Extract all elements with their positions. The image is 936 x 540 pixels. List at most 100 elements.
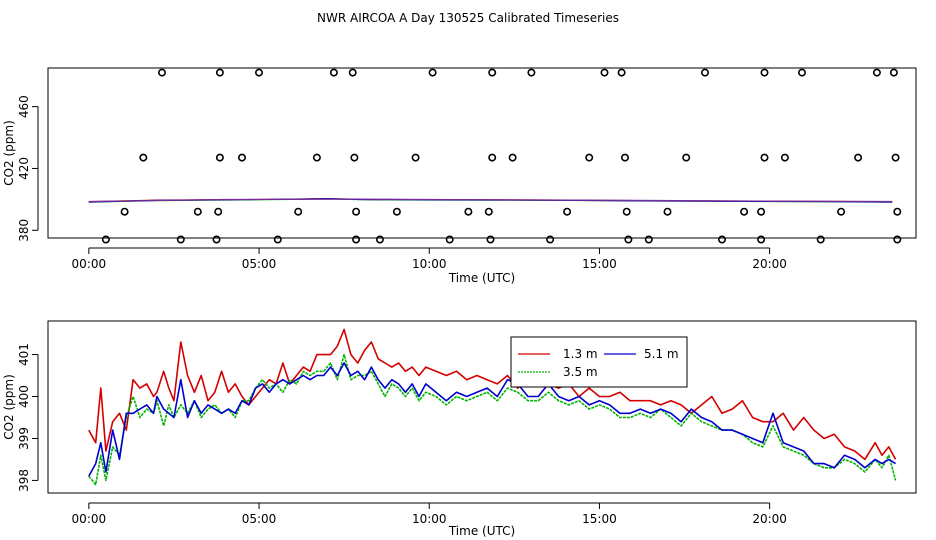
top-outlier-point (600, 68, 609, 77)
top-outlier-point (757, 235, 766, 244)
top-outlier-point (445, 235, 454, 244)
top-outlier-point (585, 153, 594, 162)
top-outlier-point (101, 235, 110, 244)
top-outlier-point (255, 68, 264, 77)
top-outlier-point (893, 235, 902, 244)
bottom-x-tick-label: 15:00 (582, 512, 617, 526)
top-outlier-point (392, 207, 401, 216)
top-outlier-point (158, 68, 167, 77)
bottom-y-tick-label: 399 (17, 427, 31, 450)
bottom-x-axis: 00:00 05:00 10:00 15:00 20:00 (72, 502, 787, 526)
top-outlier-point (893, 207, 902, 216)
bottom-x-tick-label: 10:00 (412, 512, 447, 526)
bottom-y-axis: 398 399 400 401 (17, 343, 39, 492)
top-outlier-point (780, 153, 789, 162)
top-outlier-point (527, 68, 536, 77)
legend-box (510, 336, 688, 388)
top-scatter-panel: 00:00 05:00 10:00 15:00 20:00 380 420 460 Time… (2, 67, 917, 285)
top-outlier-point (464, 207, 473, 216)
top-outlier-point (700, 68, 709, 77)
top-x-tick-label: 00:00 (72, 257, 107, 271)
top-x-tick-label: 05:00 (242, 257, 277, 271)
top-outlier-point (837, 207, 846, 216)
top-outlier-point (176, 235, 185, 244)
legend: 1.3 m 3.5 m 5.1 m (510, 336, 688, 388)
top-outlier-point (546, 235, 555, 244)
top-outlier-point (682, 153, 691, 162)
top-x-tick-label: 10:00 (412, 257, 447, 271)
bottom-y-tick-label: 398 (17, 469, 31, 492)
top-flat-series-group (88, 197, 893, 203)
top-outlier-point (215, 68, 224, 77)
top-outlier-point (740, 207, 749, 216)
bottom-line-panel: 00:00 05:00 10:00 15:00 20:00 398 399 400 401 T… (2, 320, 917, 538)
bottom-series-line-5-1-m (88, 362, 897, 477)
top-outlier-point (312, 153, 321, 162)
bottom-plot-frame (47, 320, 917, 494)
top-outlier-point (644, 235, 653, 244)
top-outlier-point (215, 153, 224, 162)
top-outlier-point (273, 235, 282, 244)
top-outlier-point (891, 153, 900, 162)
top-series-line-3 (88, 198, 893, 203)
legend-label-5-1m: 5.1 m (644, 347, 679, 361)
top-plot-frame (47, 67, 917, 239)
top-outlier-point (757, 207, 766, 216)
top-outlier-point (350, 153, 359, 162)
top-outlier-point (663, 207, 672, 216)
top-outlier-point (872, 68, 881, 77)
top-outlier-point (411, 153, 420, 162)
top-outlier-point (760, 68, 769, 77)
top-y-tick-label: 460 (17, 95, 31, 118)
top-outlier-point (214, 207, 223, 216)
top-outlier-point (624, 235, 633, 244)
legend-label-3-5m: 3.5 m (563, 365, 598, 379)
bottom-series-group (88, 328, 897, 486)
top-outlier-point (563, 207, 572, 216)
bottom-x-tick-label: 05:00 (242, 512, 277, 526)
bottom-x-tick-label: 00:00 (72, 512, 107, 526)
top-outlier-point (484, 207, 493, 216)
top-outlier-point (717, 235, 726, 244)
top-outlier-point (797, 68, 806, 77)
top-outlier-point (488, 68, 497, 77)
top-y-axis: 380 420 460 (17, 95, 39, 242)
top-outlier-point (238, 153, 247, 162)
top-outlier-point (428, 68, 437, 77)
top-outlier-point (139, 153, 148, 162)
top-outlier-point (120, 207, 129, 216)
top-x-axis: 00:00 05:00 10:00 15:00 20:00 (72, 247, 787, 271)
figure-title: NWR AIRCOA A Day 130525 Calibrated Times… (317, 11, 619, 25)
top-outlier-point (508, 153, 517, 162)
top-outlier-point (889, 68, 898, 77)
top-outlier-point (348, 68, 357, 77)
bottom-y-axis-label: CO2 (ppm) (2, 374, 16, 440)
legend-label-1-3m: 1.3 m (563, 347, 598, 361)
bottom-y-tick-label: 401 (17, 343, 31, 366)
top-outlier-point (212, 235, 221, 244)
top-x-tick-label: 20:00 (752, 257, 787, 271)
top-outlier-point (620, 153, 629, 162)
bottom-x-tick-label: 20:00 (752, 512, 787, 526)
top-outlier-point (486, 235, 495, 244)
top-y-tick-label: 420 (17, 157, 31, 180)
top-outlier-point (352, 235, 361, 244)
top-outlier-point (760, 153, 769, 162)
bottom-y-tick-label: 400 (17, 385, 31, 408)
top-outlier-point (375, 235, 384, 244)
top-outlier-point (352, 207, 361, 216)
top-outlier-point (294, 207, 303, 216)
top-x-axis-label: Time (UTC) (448, 271, 515, 285)
top-outlier-point (193, 207, 202, 216)
top-outlier-point (622, 207, 631, 216)
top-x-tick-label: 15:00 (582, 257, 617, 271)
top-y-tick-label: 380 (17, 219, 31, 242)
top-outlier-point (329, 68, 338, 77)
top-outlier-points (101, 68, 902, 244)
top-outlier-point (617, 68, 626, 77)
bottom-x-axis-label: Time (UTC) (448, 524, 515, 538)
top-y-axis-label: CO2 (ppm) (2, 120, 16, 186)
top-outlier-point (854, 153, 863, 162)
top-outlier-point (488, 153, 497, 162)
